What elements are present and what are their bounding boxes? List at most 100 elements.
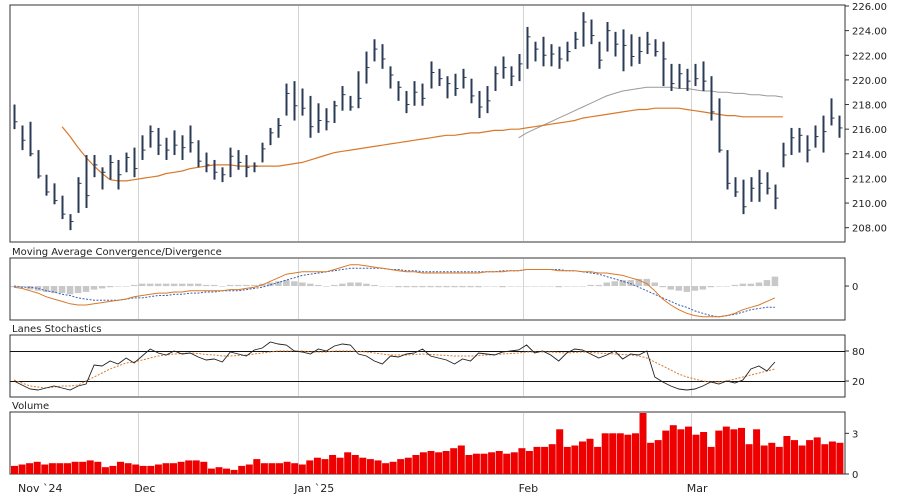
macd-histogram-bar — [283, 280, 290, 286]
volume-bar — [56, 463, 64, 474]
volume-bar — [344, 452, 352, 474]
panel-frame — [9, 257, 846, 321]
macd-histogram-bar — [355, 282, 362, 287]
y-tick-label: 218.00 — [852, 101, 887, 112]
volume-bar — [722, 426, 730, 474]
volume-bar — [442, 451, 450, 474]
macd-histogram-bar — [66, 286, 74, 295]
macd-histogram-bar — [299, 282, 306, 287]
volume-bar — [472, 453, 480, 474]
volume-bar — [291, 463, 299, 474]
volume-bar — [215, 467, 223, 474]
macd-histogram-bar — [707, 286, 715, 288]
macd-histogram-bar — [315, 284, 322, 287]
y-tick-label: 224.00 — [852, 27, 887, 38]
y-tick-label: 80 — [852, 347, 865, 358]
macd-histogram-bar — [162, 283, 170, 287]
volume-bar — [404, 457, 412, 474]
macd-histogram-bar — [507, 286, 514, 287]
volume-bar — [821, 444, 829, 474]
volume-bar — [783, 436, 791, 474]
volume-bar — [26, 463, 34, 474]
volume-title: Volume — [12, 401, 49, 412]
y-tick-label: 214.00 — [852, 150, 887, 161]
volume-bar — [533, 446, 541, 474]
y-tick-label: 222.00 — [852, 51, 887, 62]
volume-bar — [760, 445, 768, 474]
macd-title: Moving Average Convergence/Divergence — [12, 247, 222, 258]
volume-bar — [298, 464, 306, 474]
y-tick-label: 0 — [852, 282, 858, 293]
x-tick-label: Dec — [134, 482, 155, 495]
volume-bar — [374, 460, 382, 474]
macd-signal-line — [13, 267, 775, 318]
volume-bar — [412, 455, 420, 474]
volume-bar — [639, 413, 647, 474]
macd-histogram-bar — [563, 286, 570, 287]
volume-bar — [669, 425, 677, 474]
macd-histogram-bar — [483, 286, 490, 287]
volume-bar — [11, 465, 18, 474]
panel-frame — [9, 334, 846, 398]
macd-histogram-bar — [58, 286, 66, 294]
volume-bar — [715, 430, 723, 474]
volume-bar — [177, 461, 185, 474]
macd-histogram-bar — [587, 284, 594, 287]
volume-bar — [465, 455, 473, 474]
volume-bar — [306, 460, 314, 474]
macd-histogram-bar — [595, 284, 602, 287]
y-tick-label: 220.00 — [852, 76, 887, 87]
volume-bar — [321, 459, 329, 474]
macd-histogram-bar — [419, 286, 426, 288]
stochastics-title: Lanes Stochastics — [12, 324, 102, 335]
y-tick-label: 212.00 — [852, 174, 887, 185]
stochastics-d-line — [13, 350, 776, 389]
volume-bar — [609, 433, 617, 474]
volume-bar — [457, 445, 465, 474]
macd-histogram-bar — [243, 284, 250, 287]
macd-histogram-bar — [227, 284, 234, 287]
volume-bar — [548, 444, 556, 474]
volume-bar — [276, 463, 283, 474]
volume-bar — [685, 426, 692, 474]
y-tick-label: 20 — [852, 377, 865, 388]
volume-bar — [109, 465, 117, 474]
volume-bar — [745, 444, 753, 474]
x-tick-label: Mar — [687, 482, 708, 495]
volume-bar — [64, 463, 71, 474]
macd-histogram-bar — [763, 280, 771, 286]
volume-bar — [616, 433, 624, 474]
macd-histogram-bar — [130, 284, 138, 287]
volume-bar — [662, 430, 670, 474]
macd-histogram-bar — [154, 283, 162, 287]
macd-histogram-bar — [635, 278, 642, 286]
volume-bar — [185, 460, 193, 474]
macd-histogram-bar — [74, 286, 82, 294]
volume-bar — [503, 453, 511, 474]
macd-histogram-bar — [555, 286, 562, 288]
macd-histogram-bar — [10, 286, 18, 288]
volume-bar — [283, 461, 291, 474]
y-tick-label: 210.00 — [852, 199, 887, 210]
macd-histogram-bar — [539, 286, 546, 287]
volume-bar — [828, 441, 836, 474]
y-tick-label: 226.00 — [852, 2, 887, 13]
macd-histogram-bar — [50, 286, 58, 294]
macd-histogram-bar — [106, 286, 114, 288]
volume-bar — [48, 463, 56, 474]
stochastics-panel: Lanes Stochastics 20 80 — [9, 324, 865, 398]
macd-histogram-bar — [651, 282, 658, 287]
volume-bar — [18, 464, 26, 474]
volume-bar — [382, 463, 390, 474]
macd-histogram-bar — [138, 283, 146, 287]
volume-bar — [351, 455, 359, 474]
macd-histogram-bar — [515, 286, 522, 287]
macd-histogram-bar — [403, 286, 410, 288]
volume-bar — [707, 446, 715, 474]
macd-histogram-bar — [339, 283, 346, 287]
volume-bar — [594, 446, 602, 474]
volume-bar — [147, 465, 155, 474]
volume-bar — [230, 469, 238, 474]
